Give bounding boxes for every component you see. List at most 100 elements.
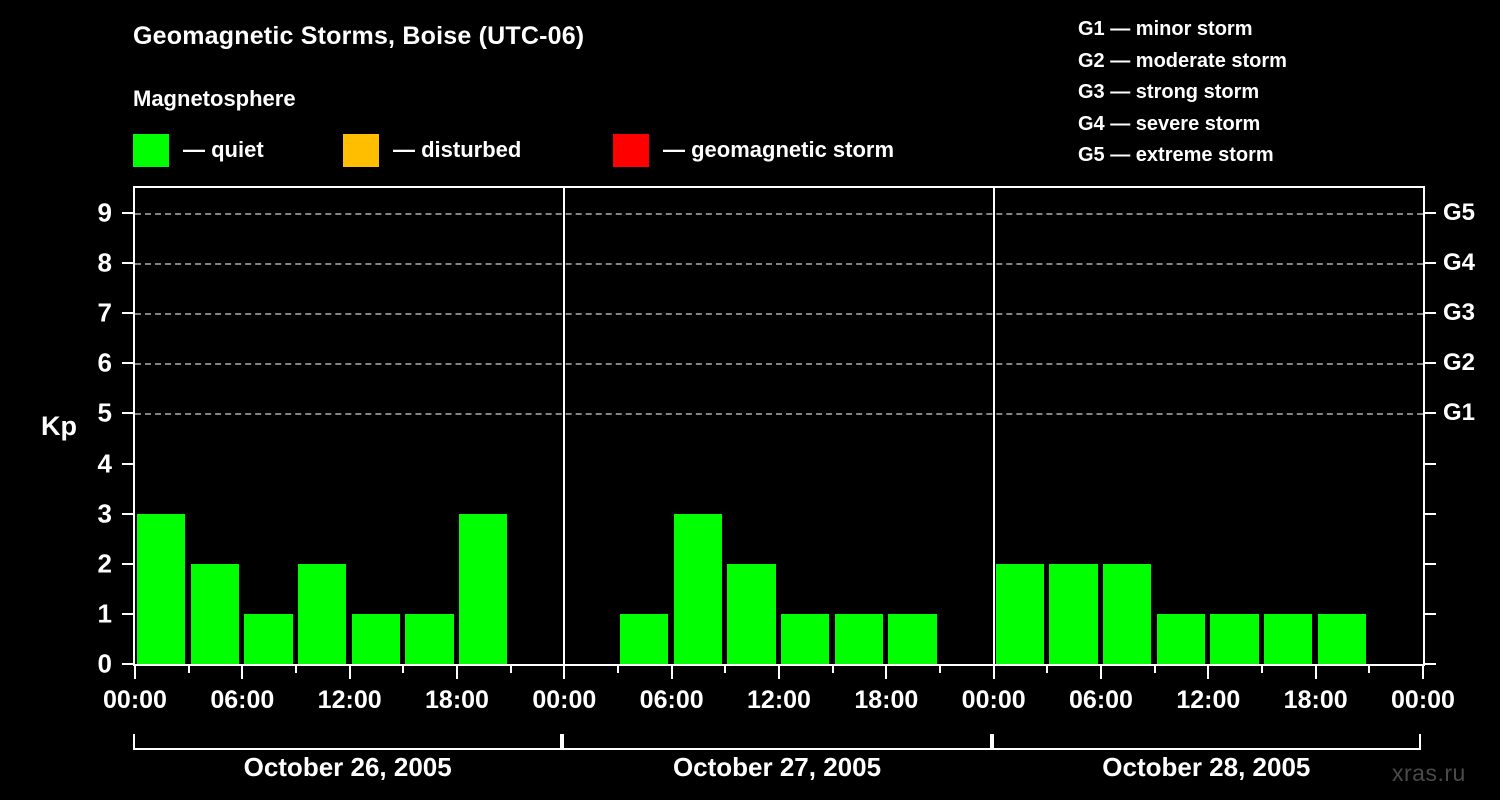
watermark: xras.ru — [1392, 760, 1466, 786]
y-tick-mark-1 — [122, 612, 133, 615]
x-tick-20 — [1207, 666, 1210, 679]
x-tick-label-1: 06:00 — [210, 686, 275, 714]
x-tick-label-8: 00:00 — [961, 686, 1026, 714]
y-right-label-G3: G3 — [1443, 299, 1476, 327]
bar — [888, 613, 937, 664]
y-right-tick-mark-4 — [1425, 462, 1436, 465]
y-tick-mark-9 — [122, 212, 133, 215]
x-tick-label-3: 18:00 — [425, 686, 489, 714]
day-bracket-end-0-0 — [133, 734, 135, 750]
y-axis-labels: 0 1 2 3 4 5 6 7 8 9 — [60, 188, 112, 679]
bar — [780, 613, 830, 664]
legend-entry-0: — quiet — [133, 132, 264, 168]
y-right-tick-mark-5 — [1425, 412, 1436, 415]
day-bracket-end-2-1 — [1419, 734, 1421, 750]
plot-area — [135, 188, 1423, 664]
y-right-label-G2: G2 — [1443, 349, 1476, 377]
x-tick-label-10: 12:00 — [1176, 686, 1241, 714]
x-tick-24 — [1422, 666, 1424, 679]
gridline-kp-9 — [135, 213, 1423, 216]
plot-frame — [133, 186, 1425, 666]
bar — [995, 563, 1044, 664]
x-tick-14 — [885, 666, 888, 679]
y-axis-title: Kp — [41, 411, 77, 441]
x-tick-label-2: 12:00 — [317, 686, 382, 714]
page-title: Geomagnetic Storms, Boise (UTC-06) — [133, 22, 585, 50]
day-bracket-end-0-1 — [560, 734, 563, 750]
bar — [1210, 613, 1259, 664]
bar — [297, 563, 347, 664]
y-axis-ticks — [122, 188, 133, 665]
amber-square-icon — [343, 133, 379, 167]
y-tick-mark-5 — [122, 412, 133, 415]
bar — [1049, 563, 1098, 664]
bar — [619, 613, 669, 664]
bar — [727, 563, 776, 664]
magnetosphere-heading: Magnetosphere — [133, 86, 296, 111]
storm-scale-legend: G1 — minor storm G2 — moderate storm G3 — … — [1078, 14, 1287, 172]
y-right-tick-mark-2 — [1425, 562, 1436, 565]
x-tick-18 — [1100, 666, 1102, 679]
y-tick-label-1: 1 — [97, 598, 112, 629]
y-right-tick-mark-0 — [1425, 663, 1436, 665]
bar — [1317, 613, 1366, 664]
x-tick-5 — [402, 666, 405, 673]
y-tick-mark-3 — [122, 512, 133, 515]
x-tick-label-5: 06:00 — [639, 686, 704, 714]
x-tick-4 — [348, 666, 351, 679]
y-tick-mark-2 — [122, 562, 133, 565]
y-right-tick-mark-3 — [1425, 512, 1436, 515]
bar — [1156, 613, 1205, 664]
bar — [458, 513, 508, 664]
x-tick-23 — [1368, 666, 1371, 673]
day-label-2: October 28, 2005 — [1102, 752, 1311, 782]
x-axis-ticks — [134, 666, 1424, 680]
x-tick-15 — [939, 666, 941, 673]
x-tick-label-4: 00:00 — [532, 686, 597, 714]
gridline-kp-7 — [135, 313, 1423, 316]
legend-entry-1: — disturbed — [343, 132, 521, 168]
bar — [1102, 563, 1152, 664]
bar — [136, 513, 186, 664]
y-tick-mark-7 — [122, 312, 133, 315]
y-right-tick-mark-7 — [1425, 312, 1436, 315]
day-label-1: October 27, 2005 — [672, 752, 882, 782]
x-tick-label-7: 18:00 — [854, 686, 919, 714]
storm-scale-row-5: G5 — extreme storm — [1078, 144, 1274, 166]
x-tick-6 — [456, 666, 458, 679]
day-bracket-line-2 — [991, 748, 1421, 750]
x-tick-7 — [509, 666, 512, 673]
x-tick-2 — [241, 666, 244, 679]
y-right-label-G4: G4 — [1443, 249, 1476, 277]
x-tick-label-11: 18:00 — [1283, 686, 1348, 714]
bar — [834, 613, 883, 664]
day-bracket-line-0 — [133, 748, 563, 750]
x-tick-8 — [563, 666, 566, 679]
y-tick-mark-0 — [122, 663, 133, 665]
y-right-tick-mark-9 — [1425, 212, 1436, 215]
y-tick-mark-4 — [122, 462, 133, 465]
y-tick-label-9: 9 — [97, 197, 112, 228]
y-tick-label-8: 8 — [97, 247, 112, 278]
bar — [405, 613, 454, 664]
x-tick-label-12: 00:00 — [1391, 686, 1455, 714]
y-axis-right-ticks — [1425, 188, 1436, 665]
day-separator-1 — [563, 188, 566, 664]
legend-entry-2: — geomagnetic storm — [613, 132, 894, 168]
legend-label: — geomagnetic storm — [663, 137, 895, 162]
green-square-icon — [133, 133, 169, 167]
x-tick-0 — [134, 666, 136, 679]
storm-scale-row-1: G1 — minor storm — [1078, 18, 1253, 40]
y-tick-label-5: 5 — [97, 397, 112, 428]
day-bracket-end-2-0 — [991, 734, 994, 750]
storm-scale-row-4: G4 — severe storm — [1078, 112, 1261, 135]
gridline-kp-5 — [135, 413, 1423, 416]
red-square-icon — [613, 133, 649, 167]
x-tick-label-0: 00:00 — [103, 686, 167, 714]
y-right-label-G1: G1 — [1443, 399, 1476, 427]
y-tick-mark-6 — [122, 362, 133, 365]
day-bracket-end-1-0 — [562, 734, 565, 750]
gridline-kp-6 — [135, 363, 1423, 366]
storm-scale-row-3: G3 — strong storm — [1078, 81, 1260, 103]
